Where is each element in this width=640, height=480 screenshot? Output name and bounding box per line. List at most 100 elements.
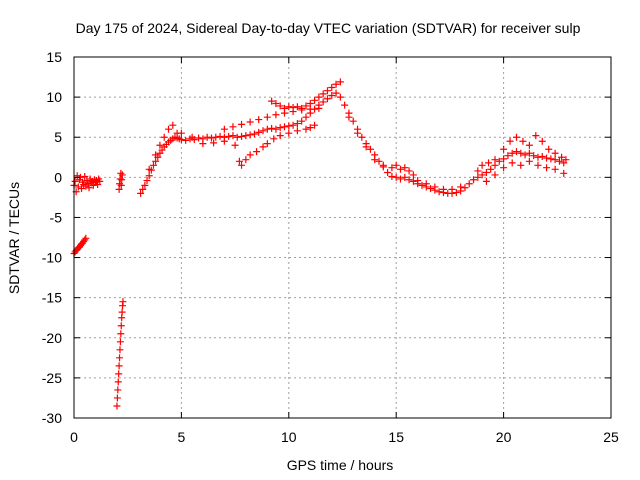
data-point	[253, 148, 261, 156]
data-point	[306, 100, 314, 108]
data-point	[551, 149, 559, 157]
data-point	[114, 386, 122, 394]
data-point	[118, 171, 126, 179]
data-point	[145, 172, 153, 180]
data-point	[293, 103, 301, 111]
data-point	[203, 133, 211, 141]
data-point	[414, 177, 422, 185]
data-point	[302, 113, 310, 121]
data-point	[418, 181, 426, 189]
data-point	[323, 87, 331, 95]
data-point	[306, 124, 314, 132]
data-point	[116, 180, 124, 188]
y-tick-label: -10	[42, 250, 62, 266]
data-point	[525, 157, 533, 165]
chart-title: Day 175 of 2024, Sidereal Day-to-day VTE…	[76, 20, 581, 36]
data-point	[117, 330, 125, 338]
data-point	[220, 125, 228, 133]
y-tick-label: -30	[42, 410, 62, 426]
data-point	[427, 185, 435, 193]
data-point	[439, 185, 447, 193]
data-point	[289, 104, 297, 112]
data-point	[118, 176, 126, 184]
data-point	[199, 140, 207, 148]
data-point	[220, 137, 228, 145]
y-tick-label: -5	[50, 209, 63, 225]
data-point	[517, 161, 525, 169]
data-point	[379, 161, 387, 169]
data-point	[169, 121, 177, 129]
plot-frame	[73, 56, 612, 419]
data-point	[485, 159, 493, 167]
data-point	[156, 141, 164, 149]
data-point	[285, 122, 293, 130]
data-point	[354, 129, 362, 137]
data-point	[500, 145, 508, 153]
data-point	[182, 136, 190, 144]
data-point	[311, 96, 319, 104]
data-point	[562, 156, 570, 164]
data-point	[141, 181, 149, 189]
data-point	[78, 185, 86, 193]
data-point	[461, 184, 469, 192]
data-point	[388, 173, 396, 181]
data-point	[401, 164, 409, 172]
data-point	[81, 173, 89, 181]
data-point	[272, 125, 280, 133]
data-point	[242, 156, 250, 164]
y-tick-label: 10	[46, 89, 62, 105]
data-point	[119, 298, 127, 306]
data-point	[422, 180, 430, 188]
data-point	[555, 157, 563, 165]
data-point	[113, 394, 121, 402]
data-point	[512, 148, 520, 156]
data-point	[519, 137, 527, 145]
data-point	[238, 132, 246, 140]
data-point	[504, 152, 512, 160]
data-point	[276, 132, 284, 140]
data-point	[238, 161, 246, 169]
data-point	[487, 165, 495, 173]
data-point	[328, 92, 336, 100]
data-point	[116, 175, 124, 183]
data-point	[311, 121, 319, 129]
data-point	[366, 145, 374, 153]
data-point	[195, 134, 203, 142]
data-point	[116, 354, 124, 362]
x-tick-label: 20	[496, 429, 512, 445]
y-axis-title: SDTVAR / TECUs	[6, 182, 22, 294]
data-point	[525, 149, 533, 157]
data-point	[482, 177, 490, 185]
data-point	[210, 139, 218, 147]
data-point	[115, 362, 123, 370]
data-point	[396, 175, 404, 183]
data-point	[188, 133, 196, 141]
data-point	[525, 141, 533, 149]
data-point	[508, 159, 516, 167]
data-point	[319, 98, 327, 106]
data-point	[323, 95, 331, 103]
data-point	[302, 125, 310, 133]
x-tick-label: 25	[603, 429, 619, 445]
data-point	[530, 152, 538, 160]
data-point	[545, 145, 553, 153]
data-point	[139, 185, 147, 193]
data-point	[276, 102, 284, 110]
data-point	[336, 93, 344, 101]
data-point	[401, 173, 409, 181]
data-point	[259, 143, 267, 151]
data-point	[332, 80, 340, 88]
data-point	[405, 176, 413, 184]
data-point	[345, 113, 353, 121]
data-point	[71, 177, 79, 185]
data-point	[281, 104, 289, 112]
x-tick-label: 0	[70, 429, 78, 445]
data-point	[558, 153, 566, 161]
data-point	[517, 149, 525, 157]
y-tick-label: 5	[54, 129, 62, 145]
data-point	[349, 117, 357, 125]
data-point	[113, 402, 121, 410]
data-point	[118, 308, 126, 316]
data-point	[512, 133, 520, 141]
